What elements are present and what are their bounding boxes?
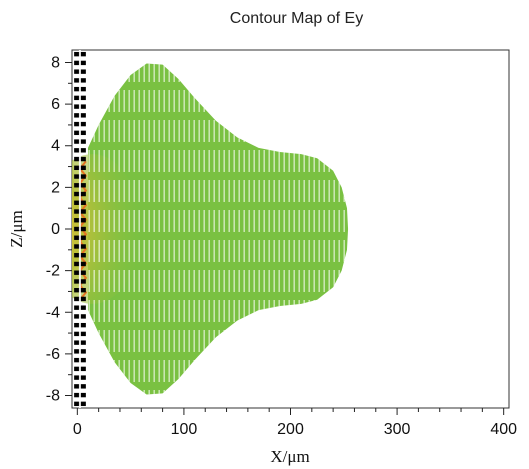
x-tick-label: 300 bbox=[384, 421, 411, 438]
x-tick-label: 200 bbox=[277, 421, 304, 438]
y-tick-label: 8 bbox=[51, 54, 60, 71]
y-tick-label: -6 bbox=[46, 346, 60, 363]
chart-title: Contour Map of Ey bbox=[229, 10, 364, 27]
y-tick-label: -4 bbox=[46, 304, 60, 321]
y-tick-label: 0 bbox=[51, 221, 60, 238]
x-tick-label: 100 bbox=[171, 421, 198, 438]
x-axis-label: X/μm bbox=[270, 447, 309, 466]
y-tick-label: -8 bbox=[46, 388, 60, 405]
y-axis: 8 6 4 2 0 -2 -4 -6 -8 bbox=[46, 54, 72, 405]
x-tick-label: 0 bbox=[73, 421, 82, 438]
y-tick-label: 6 bbox=[51, 96, 60, 113]
field-stripes bbox=[87, 63, 349, 395]
field-layer bbox=[72, 63, 349, 395]
grating-gap bbox=[78, 50, 81, 408]
y-tick-label: 4 bbox=[51, 138, 60, 155]
y-tick-label: -2 bbox=[46, 263, 60, 280]
x-axis: 0 100 200 300 400 bbox=[73, 408, 517, 438]
x-tick-label: 400 bbox=[490, 421, 517, 438]
y-axis-label: Z/μm bbox=[7, 210, 26, 247]
grating-structure bbox=[74, 50, 86, 408]
y-tick-label: 2 bbox=[51, 179, 60, 196]
